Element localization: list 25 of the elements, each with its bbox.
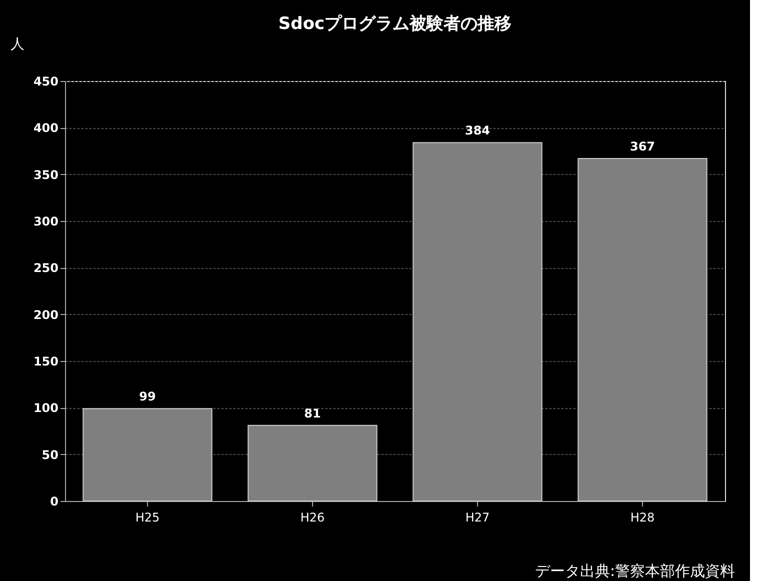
y-tick-label: 350: [33, 168, 58, 182]
x-tick-label: H28: [630, 510, 655, 524]
chart-title: Sdocプログラム被験者の推移: [278, 14, 512, 34]
bar: [82, 408, 212, 502]
data-label: 81: [304, 406, 321, 420]
data-label: 384: [464, 124, 490, 138]
x-tick-label: H27: [465, 510, 490, 524]
y-tick-label: 450: [33, 74, 58, 88]
data-label: 99: [139, 390, 156, 404]
text: データ出典:警察本部作成資料: [534, 562, 735, 580]
x-tick-label: H25: [135, 510, 160, 524]
data-label: 367: [630, 139, 656, 154]
bar: [248, 424, 378, 502]
y-tick-label: 250: [33, 261, 58, 276]
x-tick-label: H26: [300, 510, 325, 524]
bar: [578, 158, 708, 502]
y-tick-label: 300: [33, 214, 58, 228]
y-tick-label: 200: [33, 308, 58, 322]
y-tick-label: 150: [33, 354, 58, 368]
y-tick-label: 0: [50, 494, 58, 508]
y-axis-title: 人: [10, 36, 24, 52]
y-tick-label: 100: [33, 401, 58, 416]
y-tick-label: 50: [42, 448, 58, 462]
bar: [412, 142, 542, 502]
y-tick-label: 400: [33, 121, 58, 136]
